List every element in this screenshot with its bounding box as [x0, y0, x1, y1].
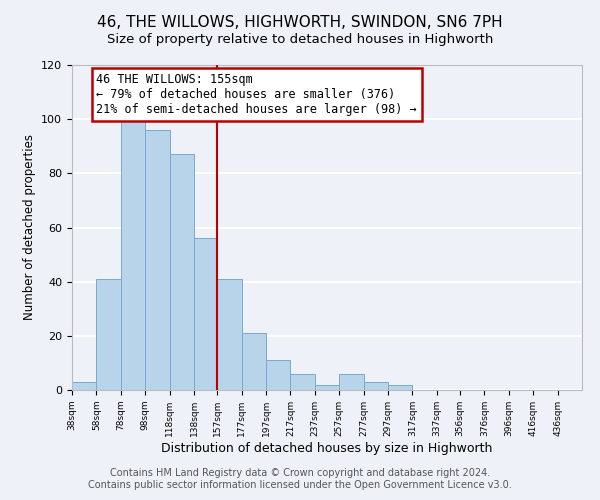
Bar: [97, 279, 121, 390]
Text: Contains HM Land Registry data © Crown copyright and database right 2024.: Contains HM Land Registry data © Crown c…: [110, 468, 490, 477]
Bar: [339, 374, 364, 390]
Bar: [242, 333, 266, 390]
X-axis label: Distribution of detached houses by size in Highworth: Distribution of detached houses by size …: [161, 442, 493, 454]
Text: Contains public sector information licensed under the Open Government Licence v3: Contains public sector information licen…: [88, 480, 512, 490]
Text: Size of property relative to detached houses in Highworth: Size of property relative to detached ho…: [107, 32, 493, 46]
Text: 46 THE WILLOWS: 155sqm
← 79% of detached houses are smaller (376)
21% of semi-de: 46 THE WILLOWS: 155sqm ← 79% of detached…: [97, 73, 417, 116]
Bar: [266, 360, 290, 390]
Text: 46, THE WILLOWS, HIGHWORTH, SWINDON, SN6 7PH: 46, THE WILLOWS, HIGHWORTH, SWINDON, SN6…: [97, 15, 503, 30]
Bar: [194, 238, 217, 390]
Bar: [315, 384, 339, 390]
Y-axis label: Number of detached properties: Number of detached properties: [23, 134, 35, 320]
Bar: [388, 384, 412, 390]
Bar: [217, 279, 242, 390]
Bar: [72, 382, 97, 390]
Bar: [290, 374, 315, 390]
Bar: [170, 154, 194, 390]
Bar: [145, 130, 170, 390]
Bar: [364, 382, 388, 390]
Bar: [121, 119, 145, 390]
